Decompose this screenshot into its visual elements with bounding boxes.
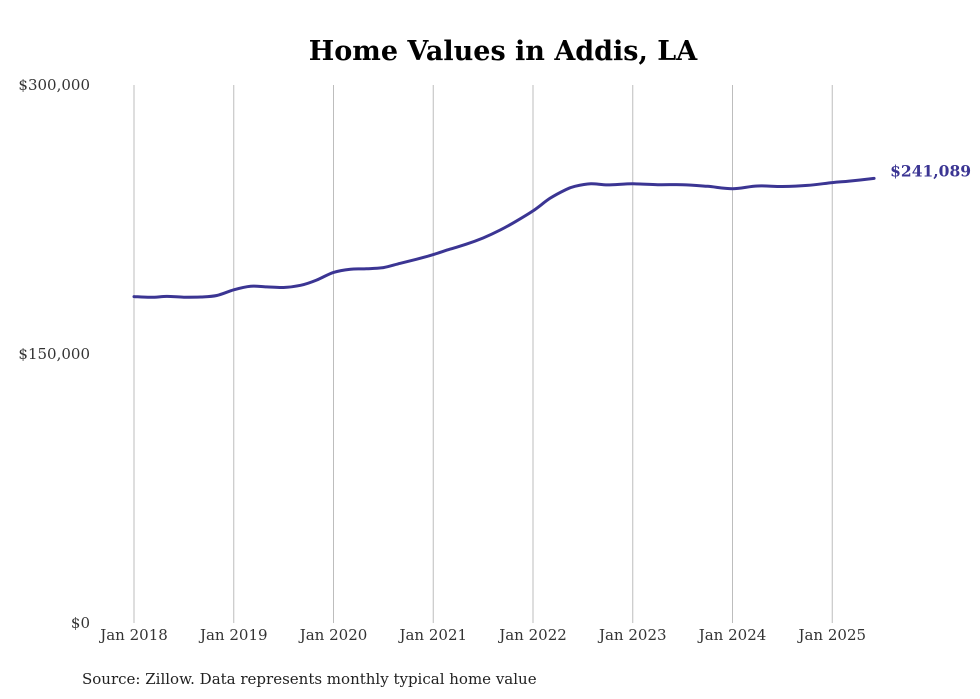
latest-value-label: $241,089 xyxy=(890,161,971,180)
x-tick-label: Jan 2022 xyxy=(497,626,567,644)
x-tick-label: Jan 2024 xyxy=(697,626,767,644)
x-tick-label: Jan 2020 xyxy=(298,626,368,644)
home-value-series-line xyxy=(132,176,876,299)
x-tick-label: Jan 2019 xyxy=(198,626,268,644)
x-tick-label: Jan 2021 xyxy=(397,626,467,644)
x-axis-tick-labels: Jan 2018 Jan 2019 Jan 2020 Jan 2021 Jan 2022… xyxy=(98,626,866,644)
source-note: Source: Zillow. Data represents monthly … xyxy=(82,670,537,688)
y-tick-label: $150,000 xyxy=(18,345,90,363)
vertical-gridlines xyxy=(133,85,833,623)
x-tick-label: Jan 2025 xyxy=(796,626,866,644)
x-tick-label: Jan 2023 xyxy=(597,626,667,644)
x-tick-label: Jan 2018 xyxy=(98,626,168,644)
y-axis-tick-labels: $0 $150,000 $300,000 xyxy=(18,76,90,632)
chart-title: Home Values in Addis, LA xyxy=(309,36,699,67)
y-tick-label: $0 xyxy=(71,614,90,632)
y-tick-label: $300,000 xyxy=(18,76,90,94)
